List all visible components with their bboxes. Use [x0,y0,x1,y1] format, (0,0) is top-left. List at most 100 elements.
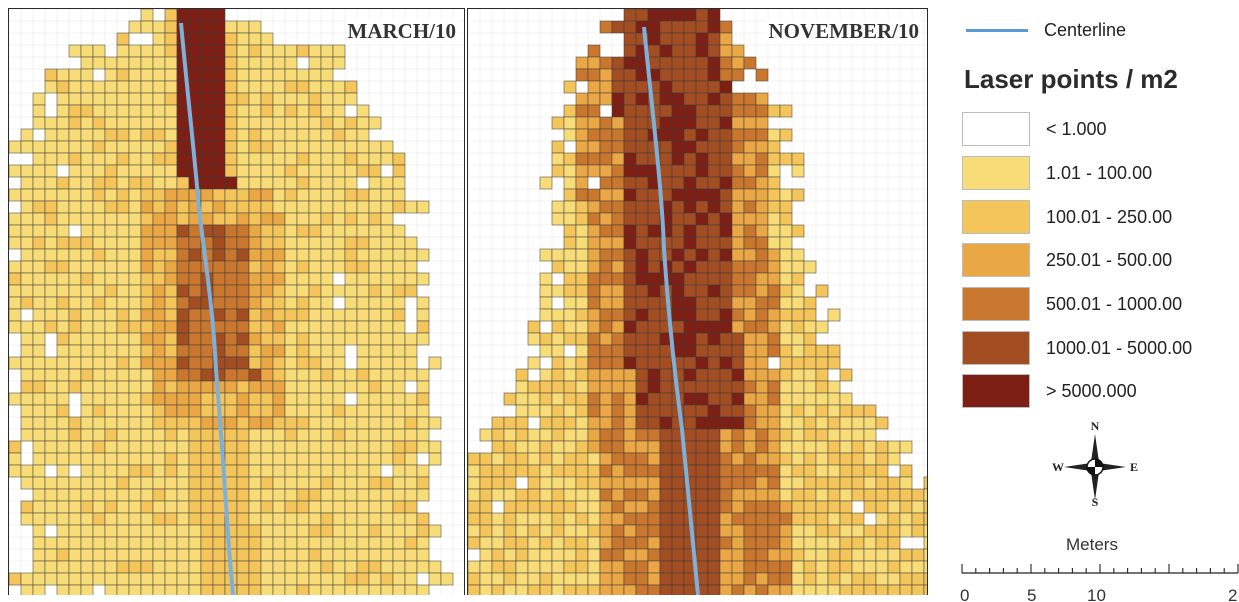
density-cell [128,128,142,142]
march-cells [9,9,454,595]
density-cell [791,332,805,346]
density-cell [803,572,817,586]
density-cell [212,188,226,202]
density-cell [128,56,142,70]
density-cell [380,200,394,214]
density-cell [260,104,274,118]
density-cell [719,356,733,370]
density-cell [116,164,130,178]
density-cell [767,104,781,118]
density-cell [344,560,358,574]
density-cell [236,44,250,58]
density-cell [671,128,685,142]
density-cell [260,260,274,274]
density-cell [68,512,82,526]
density-cell [308,404,322,418]
density-cell [92,392,106,406]
density-cell [743,260,757,274]
density-cell [236,428,250,442]
density-cell [224,176,238,190]
density-cell [635,524,649,538]
density-cell [164,392,178,406]
density-cell [272,560,286,574]
density-cell [623,152,637,166]
density-cell [308,416,322,430]
density-cell [248,380,262,394]
density-cell [635,572,649,586]
density-cell [468,572,481,586]
density-cell [320,368,334,382]
density-cell [743,392,757,406]
density-cell [539,284,553,298]
density-cell [356,116,370,130]
density-cell [392,164,406,178]
density-cell [332,524,346,538]
density-cell [212,284,226,298]
density-cell [635,500,649,514]
density-cell [32,116,46,130]
density-cell [356,500,370,514]
density-cell [611,512,625,526]
density-cell [260,272,274,286]
density-cell [260,572,274,586]
density-cell [404,332,418,346]
density-cell [128,104,142,118]
density-cell [308,320,322,334]
density-cell [563,392,577,406]
density-cell [743,524,757,538]
density-cell [32,440,46,454]
density-cell [851,464,865,478]
density-cell [527,404,541,418]
density-cell [44,68,58,82]
density-cell [779,572,793,586]
density-cell [563,500,577,514]
density-cell [356,368,370,382]
density-cell [695,320,709,334]
density-cell [923,560,927,574]
density-cell [344,524,358,538]
density-cell [236,164,250,178]
density-cell [236,500,250,514]
density-cell [152,488,166,502]
density-cell [695,260,709,274]
density-cell [248,488,262,502]
density-cell [755,140,769,154]
density-cell [731,200,745,214]
density-cell [212,524,226,538]
density-cell [320,500,334,514]
density-cell [164,356,178,370]
density-cell [356,332,370,346]
density-cell [140,536,154,550]
density-cell [743,452,757,466]
density-cell [332,500,346,514]
density-cell [503,452,517,466]
density-cell [695,236,709,250]
density-cell [20,296,34,310]
density-cell [332,56,346,70]
density-cell [200,188,214,202]
density-cell [176,572,190,586]
density-cell [140,260,154,274]
density-cell [863,500,877,514]
density-cell [236,248,250,262]
density-cell [92,536,106,550]
density-cell [80,488,94,502]
density-cell [272,128,286,142]
legend-swatch [962,331,1030,365]
density-cell [152,236,166,250]
density-cell [575,332,589,346]
density-cell [152,356,166,370]
density-cell [176,476,190,490]
density-cell [308,308,322,322]
density-cell [320,152,334,166]
density-cell [284,536,298,550]
density-cell [56,140,70,154]
density-cell [623,572,637,586]
density-cell [332,212,346,226]
density-cell [635,260,649,274]
density-cell [284,320,298,334]
density-cell [56,128,70,142]
density-cell [707,296,721,310]
density-cell [683,236,697,250]
density-cell [719,380,733,394]
